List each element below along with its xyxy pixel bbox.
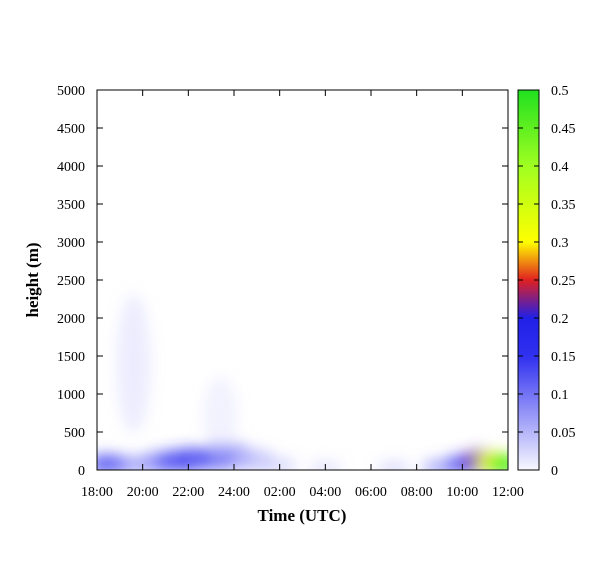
- y-axis-title: height (m): [23, 242, 42, 317]
- colorbar-tick-label: 0.45: [551, 122, 576, 137]
- x-tick-label: 02:00: [264, 485, 296, 500]
- y-tick-label: 0: [78, 464, 85, 479]
- x-tick-label: 18:00: [81, 485, 113, 500]
- heatmap-layer: [97, 293, 508, 470]
- y-axis: 0 500 1000 1500 2000 2500 3000 3500 4000 4500 5000: [57, 84, 508, 479]
- x-tick-label: 08:00: [401, 485, 433, 500]
- colorbar-tick-label: 0.3: [551, 236, 569, 251]
- y-tick-label: 3500: [57, 198, 85, 213]
- x-tick-label: 06:00: [355, 485, 387, 500]
- colorbar-tick-label: 0: [551, 464, 558, 479]
- x-tick-label: 22:00: [172, 485, 204, 500]
- y-tick-label: 2500: [57, 274, 85, 289]
- x-axis: 18:00 20:00 22:00 24:00 02:00 04:00 06:00 08:00…: [81, 90, 524, 500]
- heatmap-cell: [262, 456, 297, 470]
- x-tick-label: 10:00: [446, 485, 478, 500]
- colorbar-tick-label: 0.2: [551, 312, 569, 327]
- plot-area: [97, 90, 508, 470]
- x-tick-label: 20:00: [127, 485, 159, 500]
- heatmap-blobs: [97, 293, 508, 470]
- colorbar-tick-label: 0.1: [551, 388, 569, 403]
- y-tick-label: 2000: [57, 312, 85, 327]
- x-tick-label: 24:00: [218, 485, 250, 500]
- heatmap-cell: [486, 454, 508, 470]
- colorbar-tick-label: 0.5: [551, 84, 569, 99]
- y-tick-label: 1000: [57, 388, 85, 403]
- colorbar-tick-label: 0.25: [551, 274, 576, 289]
- y-tick-label: 1500: [57, 350, 85, 365]
- y-tick-label: 5000: [57, 84, 85, 99]
- x-tick-label: 12:00: [492, 485, 524, 500]
- y-tick-label: 4000: [57, 160, 85, 175]
- colorbar-axis: 0 0.05 0.1 0.15 0.2 0.25 0.3 0.35 0.4 0.45 0.5: [518, 84, 576, 479]
- colorbar-tick-label: 0.15: [551, 350, 576, 365]
- colorbar-tick-label: 0.35: [551, 198, 576, 213]
- y-tick-label: 4500: [57, 122, 85, 137]
- y-tick-label: 500: [64, 426, 85, 441]
- heatmap-cell: [111, 455, 147, 470]
- x-tick-label: 04:00: [309, 485, 341, 500]
- y-tick-label: 3000: [57, 236, 85, 251]
- x-axis-title: Time (UTC): [258, 506, 347, 525]
- heatmap-cell: [116, 293, 151, 434]
- colorbar-tick-label: 0.05: [551, 426, 576, 441]
- colorbar-tick-label: 0.4: [551, 160, 569, 175]
- heatmap-cell: [376, 461, 411, 470]
- heatmap-cell: [203, 376, 238, 455]
